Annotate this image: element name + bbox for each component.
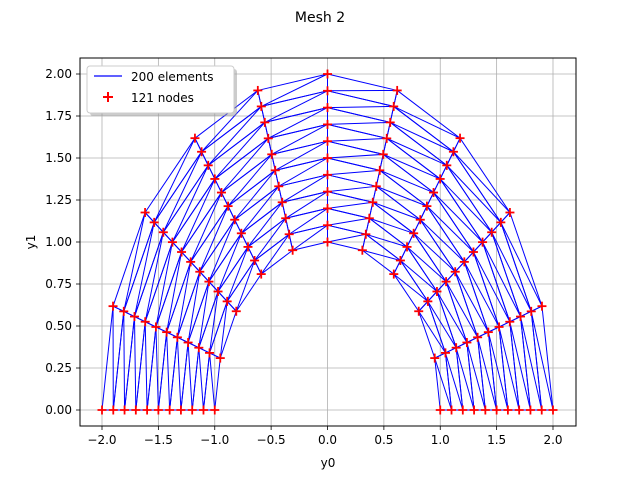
y-axis-ticks: 0.00 0.25 0.50 0.75 1.00 1.25 1.50 1.75 2.00 (45, 67, 80, 417)
y-tick-label: 0.50 (45, 319, 72, 333)
mesh-nodes (97, 69, 558, 415)
x-tick-label: −2.0 (87, 433, 116, 447)
chart-title: Mesh 2 (295, 10, 345, 26)
y-tick-label: 0.00 (45, 403, 72, 417)
y-tick-label: 1.25 (45, 193, 72, 207)
y-tick-label: 0.25 (45, 361, 72, 375)
legend-plus-icon (103, 92, 113, 102)
x-tick-label: 1.5 (487, 433, 506, 447)
x-axis-label: y0 (321, 456, 336, 470)
legend-label-elements: 200 elements (131, 70, 213, 84)
x-tick-label: 0.0 (318, 433, 337, 447)
x-tick-label: −0.5 (257, 433, 286, 447)
y-axis-label: y1 (24, 235, 38, 250)
y-tick-label: 2.00 (45, 67, 72, 81)
y-tick-label: 1.00 (45, 235, 72, 249)
legend-label-nodes: 121 nodes (131, 91, 194, 105)
x-tick-label: −1.5 (144, 433, 173, 447)
y-tick-label: 1.50 (45, 151, 72, 165)
x-tick-label: 0.5 (374, 433, 393, 447)
y-tick-label: 0.75 (45, 277, 72, 291)
x-tick-label: −1.0 (200, 433, 229, 447)
y-tick-label: 1.75 (45, 109, 72, 123)
x-tick-label: 2.0 (543, 433, 562, 447)
legend: 200 elements 121 nodes (86, 65, 237, 116)
x-tick-label: 1.0 (431, 433, 450, 447)
x-axis-ticks: −2.0 −1.5 −1.0 −0.5 0.0 0.5 1.0 1.5 2.0 (87, 426, 563, 447)
